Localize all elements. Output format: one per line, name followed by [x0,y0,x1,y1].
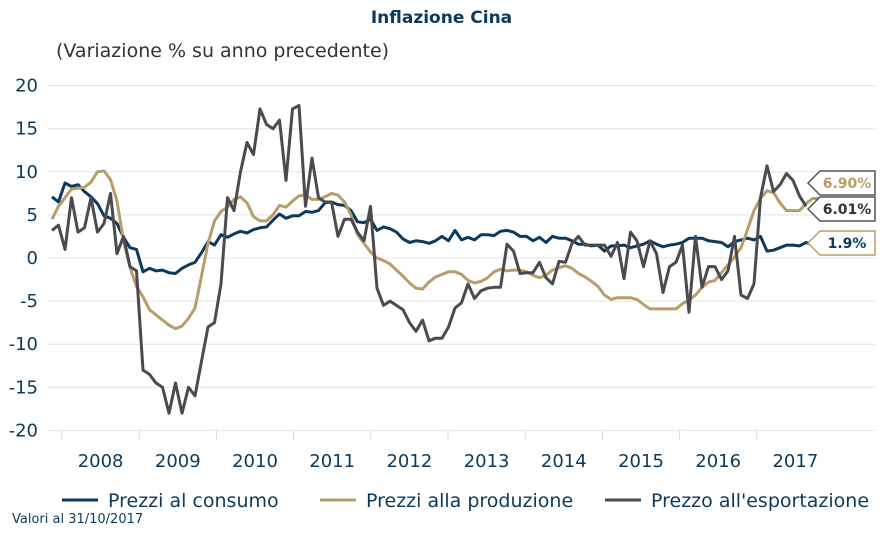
y-tick-label: -15 [9,377,38,398]
x-tick-label: 2011 [309,451,355,472]
x-tick-label: 2012 [386,451,432,472]
y-tick-label: 0 [27,248,38,269]
end-value-label: 6.01% [823,202,872,218]
legend-label: Prezzo all'esportazione [651,490,869,512]
y-tick-label: 20 [15,76,38,97]
x-tick-label: 2017 [772,451,818,472]
end-value-label: 1.9% [828,236,867,252]
legend-label: Prezzi al consumo [108,490,279,512]
chart-title: Inflazione Cina [370,8,513,28]
y-tick-label: 5 [27,205,38,226]
end-value-label: 6.90% [823,176,872,192]
end-value-tag [806,230,876,256]
series-line-0 [51,181,820,275]
x-tick-label: 2009 [155,451,201,472]
y-tick-label: 15 [15,119,38,140]
legend-label: Prezzi alla produzione [366,490,573,512]
series-line-2 [51,103,808,415]
x-tick-label: 2016 [695,451,741,472]
end-value-tag [806,170,876,196]
x-tick-label: 2014 [541,451,587,472]
x-tick-label: 2008 [78,451,124,472]
x-tick-label: 2013 [464,451,510,472]
x-tick-label: 2015 [618,451,664,472]
series-line-1 [50,169,819,331]
x-tick-label: 2010 [232,451,278,472]
y-tick-label: -5 [20,291,38,312]
y-tick-label: -20 [9,420,38,441]
chart-subtitle: (Variazione % su anno precedente) [56,40,390,62]
end-value-tag [806,196,876,222]
footnote: Valori al 31/10/2017 [12,512,144,527]
y-tick-label: -10 [9,334,38,355]
y-tick-label: 10 [15,162,38,183]
